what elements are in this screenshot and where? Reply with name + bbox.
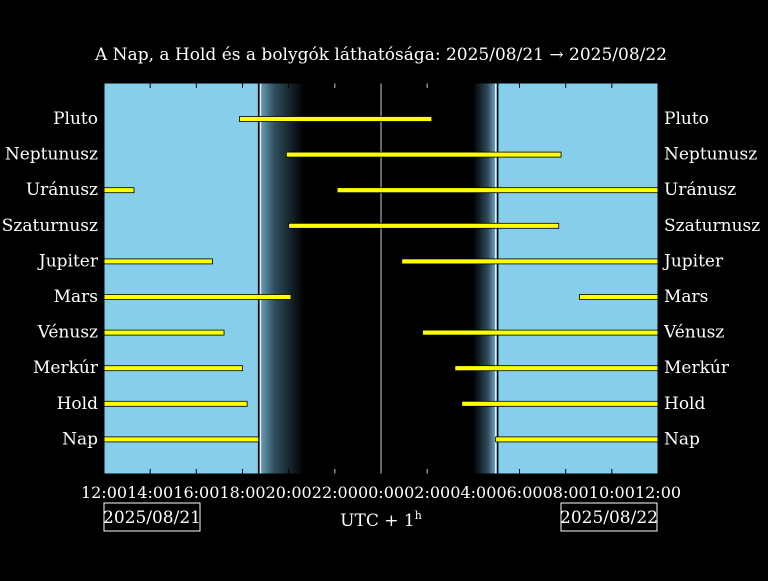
- label-left-jupiter: Jupiter: [37, 251, 99, 271]
- label-right-nap: Nap: [664, 429, 700, 449]
- x-tick-label: 22:00: [312, 483, 358, 502]
- bar-hold: [461, 400, 659, 407]
- bar-nap: [103, 436, 260, 443]
- x-tick-label: 00:00: [358, 483, 404, 502]
- label-right-mars: Mars: [664, 287, 708, 307]
- night-sky: [304, 83, 474, 474]
- bar-pluto: [239, 116, 433, 122]
- label-left-hold: Hold: [57, 394, 98, 414]
- x-tick-labels: 12:00 14:00 16:00 18:00 20:00 22:00 00:00 02:00…: [81, 483, 681, 502]
- x-tick-label: 02:00: [404, 483, 450, 502]
- label-left-szaturnusz: Szaturnusz: [2, 216, 98, 236]
- bar-uranusz: [336, 187, 659, 194]
- bar-nap: [495, 436, 659, 443]
- bar-venusz: [422, 329, 659, 336]
- label-left-neptunusz: Neptunusz: [5, 145, 98, 165]
- date-right-box: [560, 502, 658, 532]
- label-right-hold: Hold: [664, 394, 705, 414]
- label-left-uranusz: Uránusz: [26, 180, 98, 200]
- x-tick-label: 16:00: [173, 483, 219, 502]
- x-tick-label: 10:00: [589, 483, 635, 502]
- label-left-mars: Mars: [54, 287, 98, 307]
- label-left-pluto: Pluto: [53, 109, 98, 129]
- label-left-venusz: Vénusz: [37, 323, 98, 343]
- bar-venusz: [103, 329, 225, 336]
- bar-mars: [103, 294, 292, 300]
- label-right-neptunusz: Neptunusz: [664, 145, 757, 165]
- x-tick-label: 04:00: [450, 483, 496, 502]
- object-labels-right: Pluto Neptunusz Uránusz Szaturnusz Jupiter Ma…: [662, 109, 760, 449]
- bar-jupiter: [103, 258, 213, 265]
- date-right-label: 2025/08/22: [560, 508, 658, 528]
- x-tick-label: 12:00: [81, 483, 127, 502]
- plot-frame: [103, 82, 659, 475]
- x-axis-label-text: UTC + 1: [340, 511, 415, 531]
- label-right-szaturnusz: Szaturnusz: [664, 216, 760, 236]
- label-left-nap: Nap: [62, 429, 98, 449]
- x-tick-label: 20:00: [266, 483, 312, 502]
- label-right-jupiter: Jupiter: [662, 251, 724, 271]
- chart-title: A Nap, a Hold és a bolygók láthatósága: …: [94, 45, 667, 65]
- x-tick-label: 12:00: [635, 483, 681, 502]
- label-right-merkur: Merkúr: [664, 358, 730, 378]
- bar-hold: [103, 400, 248, 407]
- day-sky-morning: [495, 83, 658, 474]
- bar-uranusz: [103, 187, 135, 194]
- label-right-venusz: Vénusz: [663, 323, 724, 343]
- x-axis-label: UTC + 1h: [340, 509, 422, 531]
- bar-jupiter: [401, 258, 659, 265]
- label-right-uranusz: Uránusz: [664, 180, 736, 200]
- bar-neptunusz: [285, 151, 562, 158]
- bar-merkur: [454, 365, 659, 372]
- date-left-box: [103, 502, 201, 532]
- x-tick-label: 14:00: [127, 483, 173, 502]
- bar-mars: [579, 294, 659, 300]
- svg-text:UTC + 1h: UTC + 1h: [340, 509, 422, 531]
- bar-szaturnusz: [288, 222, 560, 229]
- grid-lines: [103, 83, 659, 474]
- x-tick-label: 18:00: [219, 483, 265, 502]
- object-labels-left: Pluto Neptunusz Uránusz Szaturnusz Jupiter Ma…: [2, 109, 99, 449]
- date-left-label: 2025/08/21: [103, 508, 201, 528]
- twilight-dusk: [258, 83, 305, 474]
- twilight-dawn: [473, 83, 496, 474]
- x-tick-label: 06:00: [496, 483, 542, 502]
- label-right-pluto: Pluto: [664, 109, 709, 129]
- sky-background: [104, 83, 658, 474]
- x-tick-label: 08:00: [543, 483, 589, 502]
- x-axis-label-unit: h: [415, 509, 422, 522]
- day-sky-evening: [104, 83, 259, 474]
- bar-merkur: [103, 365, 243, 372]
- label-left-merkur: Merkúr: [33, 358, 99, 378]
